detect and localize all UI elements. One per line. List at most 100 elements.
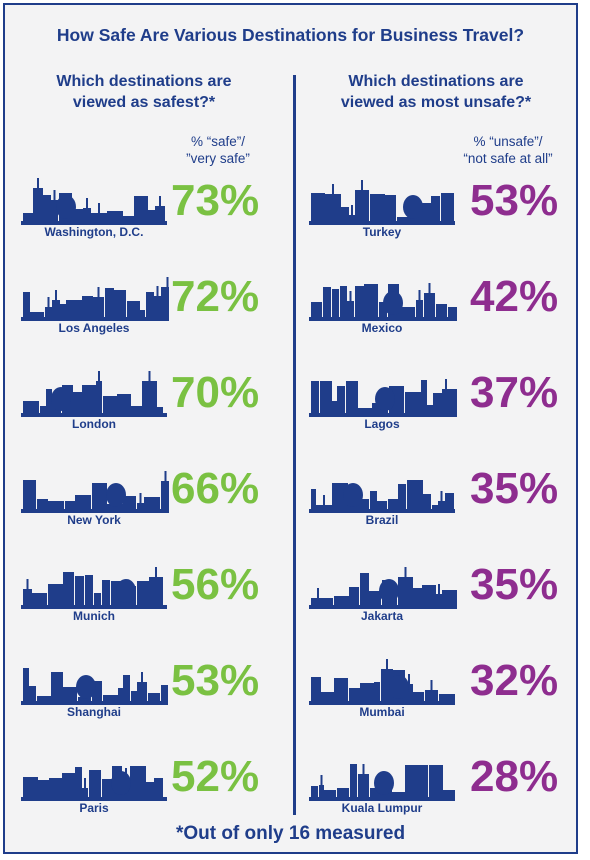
unsafe-percentage: 32% <box>470 656 559 705</box>
skyline-spire <box>164 471 167 481</box>
skyline-building <box>374 682 380 705</box>
skyline-building <box>321 692 334 705</box>
skyline-spire <box>349 291 352 301</box>
skyline-building <box>23 292 30 321</box>
skyline-building <box>429 765 443 801</box>
skyline-spire <box>148 371 151 381</box>
skyline-spire <box>361 180 363 190</box>
skyline-spire <box>98 203 100 213</box>
skyline-building <box>337 386 345 417</box>
skyline-building <box>49 778 62 801</box>
skyline-building <box>436 304 447 321</box>
skyline-spire <box>53 190 56 200</box>
safe-percentage: 66% <box>171 464 260 513</box>
unsafe-row-brazil: Brazil 35% <box>307 463 577 543</box>
city-label: Mexico <box>361 321 403 335</box>
skyline-building <box>118 688 123 705</box>
skyline-building <box>63 572 74 609</box>
skyline-building <box>51 672 63 705</box>
skyline-building <box>405 765 417 801</box>
skyline-dome <box>106 483 126 507</box>
skyline-icon <box>309 659 455 705</box>
skyline-building <box>441 193 454 225</box>
skyline-icon <box>309 379 457 417</box>
skyline-building <box>33 188 43 225</box>
skyline-building <box>23 777 38 801</box>
skyline-building <box>421 380 427 417</box>
skyline-building <box>134 196 148 225</box>
skyline-building <box>46 389 52 417</box>
skyline-dome <box>343 483 363 507</box>
skyline-spire <box>98 371 100 381</box>
unsafe-row-jakarta: Jakarta 35% <box>307 559 577 639</box>
skyline-building <box>75 495 91 513</box>
skyline-building <box>23 213 33 225</box>
skyline-spire <box>323 495 325 505</box>
left-metric-line1: % “safe”/ <box>190 134 245 149</box>
skyline-building <box>92 681 102 705</box>
skyline-icon <box>21 766 167 801</box>
skyline-building <box>358 774 369 801</box>
skyline-icon <box>21 178 167 225</box>
skyline-dome <box>375 387 395 411</box>
skyline-building <box>96 381 102 417</box>
city-label: Paris <box>79 801 109 815</box>
right-column-heading: Which destinations are viewed as most un… <box>311 71 561 113</box>
skyline-icon <box>309 764 455 801</box>
skyline-spire <box>159 196 161 206</box>
skyline-building <box>154 778 163 801</box>
skyline-building <box>443 790 455 801</box>
skyline-building <box>38 780 49 801</box>
skyline-building <box>439 694 455 705</box>
skyline-icon <box>309 283 457 321</box>
skyline-building <box>424 293 435 321</box>
skyline-building <box>438 501 445 513</box>
safe-percentage: 72% <box>171 272 260 321</box>
skyline-building <box>73 392 82 417</box>
skyline-building <box>346 381 358 417</box>
skyline-building <box>72 209 83 225</box>
skyline-icon <box>21 371 167 417</box>
unsafe-percentage: 35% <box>470 560 559 609</box>
skyline-building <box>157 407 163 417</box>
skyline-icon <box>21 277 169 321</box>
skyline-building <box>137 503 144 513</box>
skyline-building <box>370 491 377 513</box>
infographic-frame: How Safe Are Various Destinations for Bu… <box>3 3 578 854</box>
skyline-building <box>63 687 77 705</box>
skyline-building <box>43 195 51 225</box>
safe-row-new-york: New York 66% <box>19 463 289 543</box>
safe-row-london: London 70% <box>19 367 289 447</box>
skyline-dome <box>116 579 136 603</box>
skyline-spire <box>362 764 365 774</box>
skyline-building <box>413 692 424 705</box>
skyline-building <box>48 501 64 513</box>
right-metric-line2: “not safe at all” <box>463 151 553 166</box>
skyline-building <box>52 300 60 321</box>
unsafe-percentage: 35% <box>470 464 559 513</box>
city-label: London <box>72 417 116 431</box>
skyline-building <box>137 581 149 609</box>
skyline-building <box>142 381 157 417</box>
unsafe-row-turkey: Turkey 53% <box>307 175 577 255</box>
skyline-building <box>397 217 410 225</box>
skyline-building <box>442 389 450 417</box>
skyline-building <box>51 200 58 225</box>
skyline-building <box>117 394 131 417</box>
skyline-building <box>82 385 96 417</box>
skyline-building <box>332 289 339 321</box>
skyline-building <box>144 497 160 513</box>
skyline-spire <box>97 287 100 297</box>
skyline-building <box>103 396 117 417</box>
skyline-building <box>102 580 110 609</box>
skyline-spire <box>404 567 407 577</box>
skyline-icon <box>21 567 167 609</box>
skyline-spire <box>438 584 440 594</box>
skyline-building <box>103 695 118 705</box>
skyline-building <box>405 684 413 705</box>
skyline-dome <box>111 771 131 795</box>
skyline-building <box>91 213 107 225</box>
skyline-spire <box>418 290 421 300</box>
skyline-building <box>416 300 423 321</box>
skyline-building <box>149 577 163 609</box>
